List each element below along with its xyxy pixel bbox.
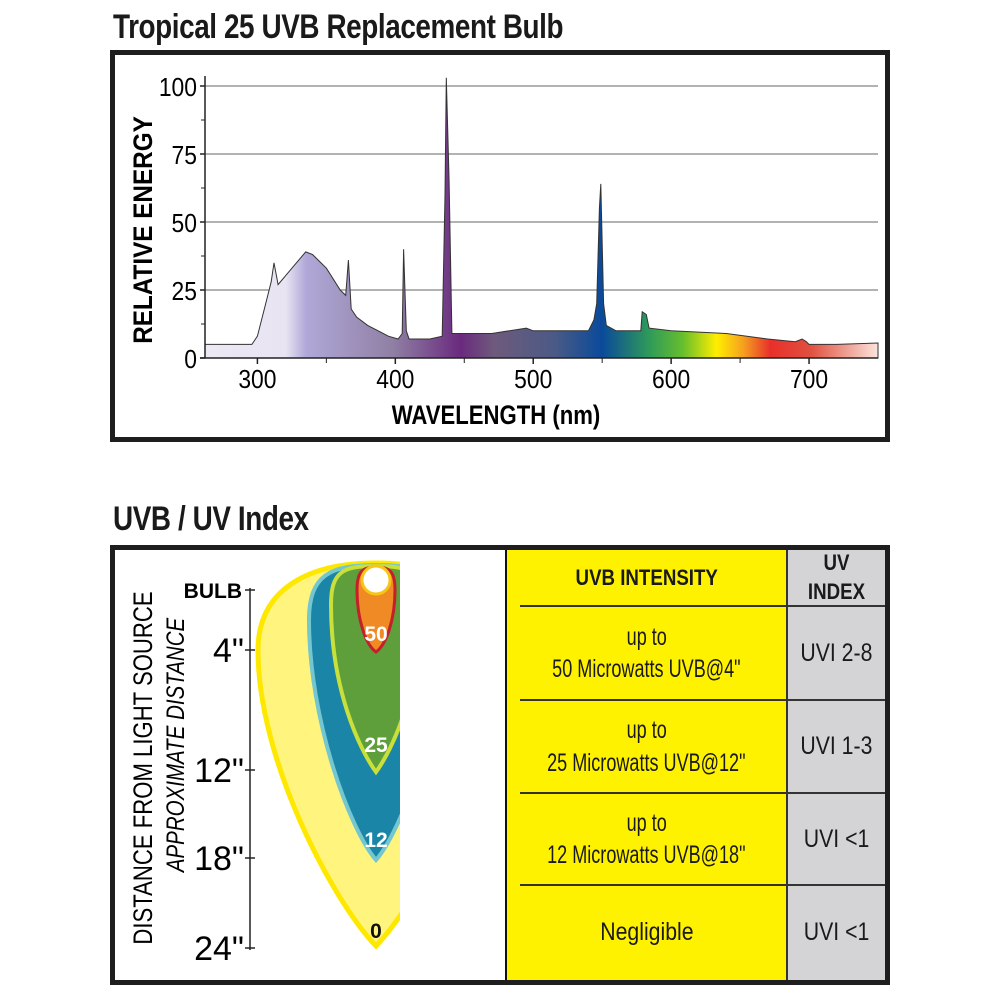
bulb-icon xyxy=(360,564,392,596)
tick-18in: 18" xyxy=(194,840,244,878)
row-4-index: UVI <1 xyxy=(788,885,885,980)
spectrum-chart-frame xyxy=(110,50,890,442)
y-tick-label: 25 xyxy=(172,278,197,307)
distance-ticks xyxy=(245,589,255,949)
axes: 0 25 50 75 100 300 400 500 600 700 xyxy=(159,74,878,395)
x-axis-label: WAVELENGTH (nm) xyxy=(392,401,601,431)
zone-label-12: 12 xyxy=(364,829,387,852)
y-tick-label: 0 xyxy=(184,346,197,375)
row-3-index: UVI <1 xyxy=(788,793,885,885)
distance-axis-label: DISTANCE FROM LIGHT SOURCE xyxy=(129,591,159,944)
spectrum-area xyxy=(204,77,879,359)
tick-12in: 12" xyxy=(194,752,244,790)
zone-label-25: 25 xyxy=(364,734,388,757)
tick-bulb: BULB xyxy=(184,580,242,603)
column-divider xyxy=(786,550,788,980)
header-uv-index: UV INDEX xyxy=(788,550,885,606)
spectrum-chart: 0 25 50 75 100 300 400 500 600 700 RELATIVE ENERG… xyxy=(129,74,879,431)
zone-label-0: 0 xyxy=(370,920,382,943)
row-divider xyxy=(520,884,885,886)
y-axis-label: RELATIVE ENERGY xyxy=(129,116,158,344)
x-tick-label: 300 xyxy=(238,366,276,395)
row-4-intensity: Negligible xyxy=(507,885,786,980)
row-1-index: UVI 2-8 xyxy=(788,606,885,700)
row-divider xyxy=(520,699,885,701)
x-tick-label: 600 xyxy=(652,366,690,395)
distance-axis-sublabel: APPROXIMATE DISTANCE xyxy=(161,617,189,874)
y-tick-label: 75 xyxy=(172,142,197,171)
row-3-intensity: up to 12 Microwatts UVB@18" xyxy=(507,793,786,885)
y-tick-label: 50 xyxy=(172,210,197,239)
y-tick-label: 100 xyxy=(159,74,197,103)
x-tick-label: 500 xyxy=(514,366,552,395)
x-tick-label: 700 xyxy=(790,366,828,395)
tick-24in: 24" xyxy=(194,930,244,968)
row-divider xyxy=(520,792,885,794)
uv-diagram: DISTANCE FROM LIGHT SOURCE APPROXIMATE D… xyxy=(129,560,400,968)
row-divider xyxy=(520,605,885,607)
tick-4in: 4" xyxy=(213,632,244,670)
spectrum-title: Tropical 25 UVB Replacement Bulb xyxy=(113,8,564,46)
uv-title: UVB / UV Index xyxy=(113,500,309,538)
zone-label-50: 50 xyxy=(364,623,387,646)
row-2-index: UVI 1-3 xyxy=(788,700,885,793)
header-uvb-intensity: UVB INTENSITY xyxy=(507,550,786,606)
row-2-intensity: up to 25 Microwatts UVB@12" xyxy=(507,700,786,793)
row-1-intensity: up to 50 Microwatts UVB@4" xyxy=(507,606,786,700)
uv-frame xyxy=(110,545,890,985)
column-divider xyxy=(505,550,507,980)
x-tick-label: 400 xyxy=(376,366,414,395)
